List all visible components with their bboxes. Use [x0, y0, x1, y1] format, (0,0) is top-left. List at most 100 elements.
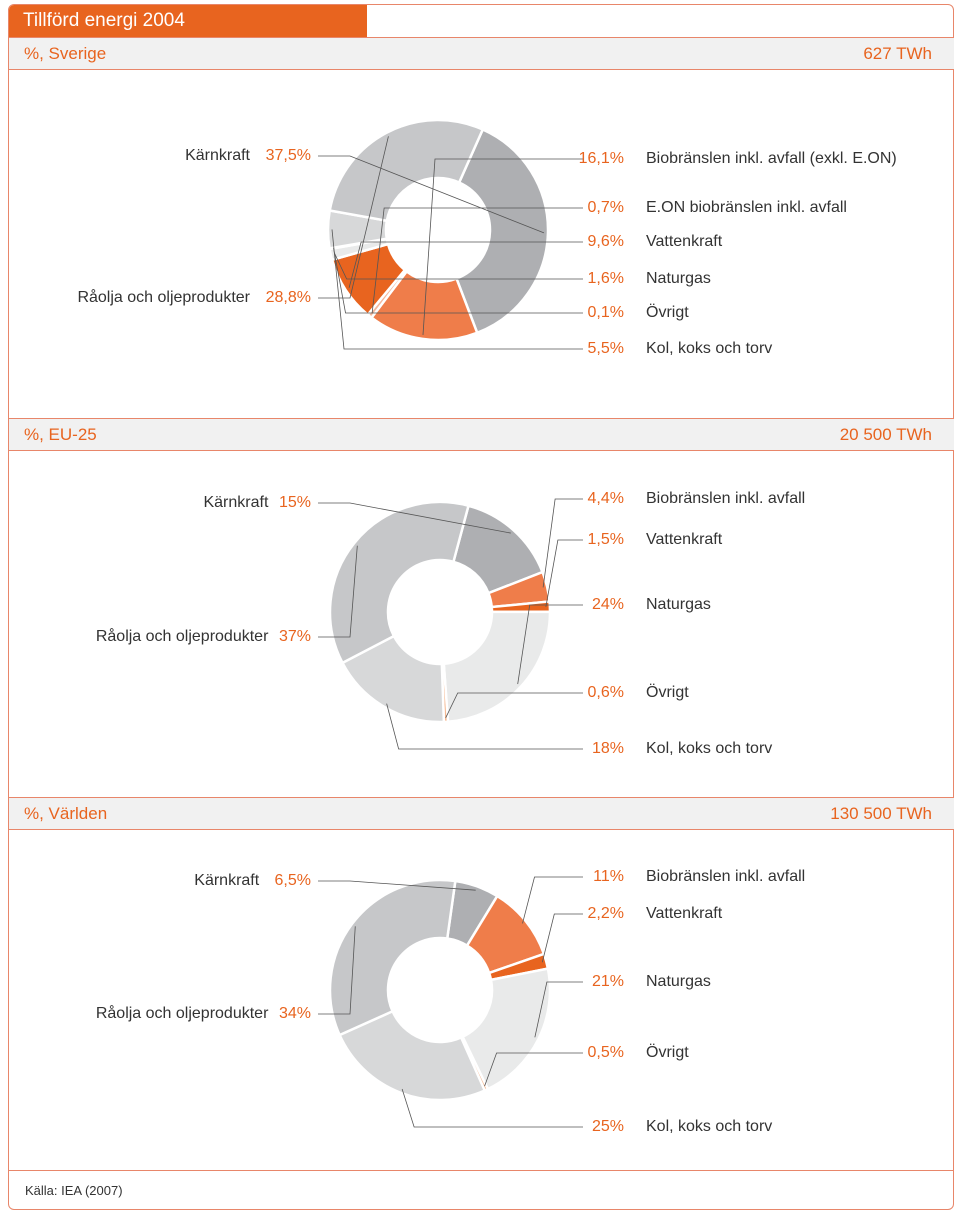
leader-line [371, 207, 583, 314]
footer-divider [9, 1170, 954, 1171]
section-header-eu25: %, EU-25 20 500 TWh [9, 418, 954, 451]
leader-line [318, 136, 389, 299]
value-label: 21% [592, 973, 624, 990]
leader-line [401, 1088, 583, 1128]
value-label: 34% [279, 1005, 311, 1022]
slice-label-kol-koks-och-torv: 25% Kol, koks och torv [401, 1088, 772, 1135]
category-label: Vattenkraft [646, 531, 723, 548]
category-label: Naturgas [646, 596, 711, 613]
slice-label-biobranslen-inkl-avfall: 4,4% Biobränslen inkl. avfall [542, 490, 805, 588]
category-label: Vattenkraft [646, 905, 723, 922]
category-label: Vattenkraft [646, 233, 723, 250]
section-header-varlden: %, Världen 130 500 TWh [9, 797, 954, 830]
slice-label-kol-koks-och-torv: 5,5% Kol, koks och torv [331, 229, 772, 357]
leader-line [318, 926, 356, 1015]
category-label: Naturgas [646, 973, 711, 990]
category-label: Råolja och oljeprodukter [96, 627, 269, 645]
leader-line [517, 604, 583, 685]
slice-label-e-on-biobranslen-inkl-avfall: 0,7% E.ON biobränslen inkl. avfall [371, 199, 847, 314]
slice-label-raolja-och-oljeprodukter: 37% Råolja och oljeprodukter [96, 545, 358, 645]
donut-chart-eu25: 15% Kärnkraft 4,4% Biobränslen inkl. avfall… [96, 490, 805, 757]
slice-label-vattenkraft: 2,2% Vattenkraft [541, 905, 723, 963]
slice-kol-koks-och-torv [340, 634, 446, 724]
leader-line [334, 253, 583, 280]
category-label: Övrigt [646, 683, 689, 701]
value-label: 25% [592, 1118, 624, 1135]
category-label: Kärnkraft [185, 147, 250, 164]
slice-label-ovrigt: 0,6% Övrigt [445, 683, 689, 719]
leader-line [542, 498, 583, 588]
value-label: 0,7% [588, 199, 624, 216]
category-label: Övrigt [646, 303, 689, 321]
leader-line [545, 539, 583, 607]
value-label: 11% [593, 868, 624, 885]
value-label: 28,8% [266, 289, 311, 306]
slice-label-naturgas: 21% Naturgas [534, 973, 711, 1038]
slice-label-karnkraft: 6,5% Kärnkraft [194, 872, 476, 891]
leader-line [348, 241, 583, 288]
slice-label-ovrigt: 0,5% Övrigt [484, 1043, 689, 1087]
category-label: Biobränslen inkl. avfall (exkl. E.ON) [646, 150, 897, 167]
figure-title: Tillförd energi 2004 [9, 5, 367, 37]
leader-line [445, 692, 583, 719]
category-label: Råolja och oljeprodukter [77, 288, 250, 306]
slice-label-raolja-och-oljeprodukter: 28,8% Råolja och oljeprodukter [77, 136, 389, 306]
category-label: Biobränslen inkl. avfall [646, 868, 805, 885]
donut-chart-varlden: 6,5% Kärnkraft 11% Biobränslen inkl. avfall… [96, 868, 805, 1135]
category-label: Råolja och oljeprodukter [96, 1004, 269, 1022]
leader-line [318, 880, 476, 891]
value-label: 2,2% [588, 905, 624, 922]
value-label: 16,1% [579, 150, 624, 167]
category-label: Kol, koks och torv [646, 1118, 772, 1135]
slice-label-karnkraft: 15% Kärnkraft [203, 494, 511, 534]
category-label: Naturgas [646, 270, 711, 287]
category-label: Kol, koks och torv [646, 340, 772, 357]
section-header-sverige: %, Sverige 627 TWh [9, 37, 954, 70]
section-subtitle: %, EU-25 [24, 425, 97, 444]
figure-frame [8, 4, 954, 1210]
slice-label-raolja-och-oljeprodukter: 34% Råolja och oljeprodukter [96, 926, 356, 1022]
section-total: 130 500 TWh [830, 804, 932, 823]
value-label: 18% [592, 740, 624, 757]
category-label: Kärnkraft [194, 872, 259, 889]
slice-raolja-och-oljeprodukter [328, 118, 485, 223]
slice-label-kol-koks-och-torv: 18% Kol, koks och torv [386, 703, 772, 757]
section-total: 20 500 TWh [839, 425, 932, 444]
value-label: 37,5% [266, 147, 311, 164]
leader-line [331, 229, 583, 350]
category-label: Biobränslen inkl. avfall [646, 490, 805, 507]
section-subtitle: %, Sverige [24, 44, 107, 63]
category-label: Övrigt [646, 1043, 689, 1061]
leader-line [333, 247, 583, 314]
slice-label-karnkraft: 37,5% Kärnkraft [185, 147, 545, 234]
value-label: 37% [279, 628, 311, 645]
slice-label-biobranslen-inkl-avfall-exkl-e-on: 16,1% Biobränslen inkl. avfall (exkl. E.O… [422, 150, 897, 335]
slice-naturgas [460, 967, 552, 1091]
leader-line [318, 502, 511, 534]
value-label: 1,5% [588, 531, 624, 548]
value-label: 1,6% [588, 270, 624, 287]
slice-raolja-och-oljeprodukter [328, 500, 471, 665]
leader-line [422, 158, 583, 335]
slice-raolja-och-oljeprodukter [328, 878, 457, 1037]
leader-line [484, 1052, 583, 1087]
slice-label-biobranslen-inkl-avfall: 11% Biobränslen inkl. avfall [522, 868, 805, 924]
donut-chart-sverige: 37,5% Kärnkraft 16,1% Biobränslen inkl. avf… [77, 118, 897, 357]
leader-line [541, 913, 583, 963]
source-note: Källa: IEA (2007) [25, 1183, 123, 1198]
slice-label-naturgas: 24% Naturgas [517, 596, 711, 685]
leader-line [318, 155, 545, 234]
value-label: 9,6% [588, 233, 624, 250]
value-label: 24% [592, 596, 624, 613]
value-label: 0,1% [588, 304, 624, 321]
category-label: E.ON biobränslen inkl. avfall [646, 199, 847, 216]
slice-karnkraft [454, 127, 550, 335]
slice-label-ovrigt: 0,1% Övrigt [333, 247, 689, 321]
slice-naturgas [442, 610, 552, 724]
leader-line [386, 703, 583, 750]
section-total: 627 TWh [863, 44, 932, 63]
value-label: 0,5% [588, 1044, 624, 1061]
slice-kol-koks-och-torv [337, 1009, 487, 1102]
leader-line [534, 981, 583, 1038]
slice-label-vattenkraft: 1,5% Vattenkraft [545, 531, 723, 607]
